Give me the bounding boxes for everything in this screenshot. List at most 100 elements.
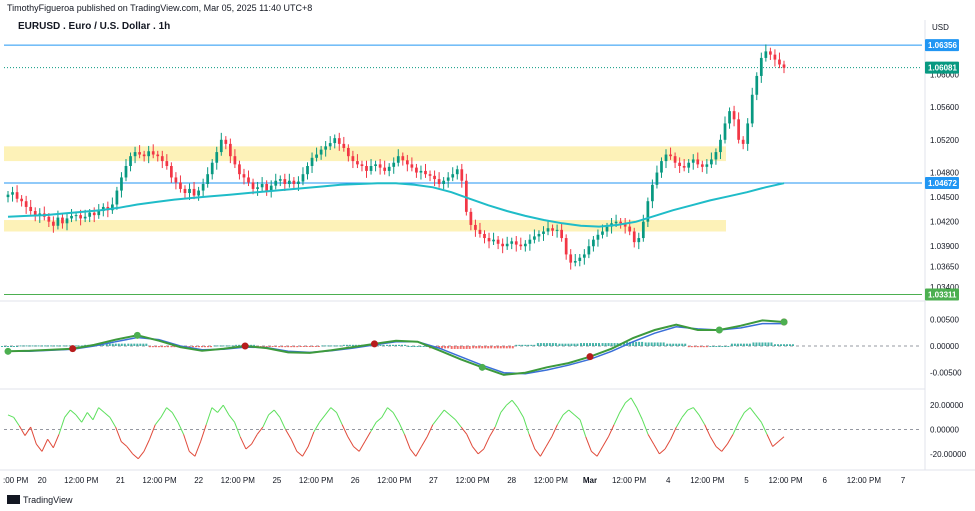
candle-body — [283, 179, 287, 185]
osc-segment — [772, 441, 779, 447]
macd-histogram-bar — [629, 341, 632, 346]
macd-histogram-bar — [201, 346, 203, 348]
candle-body — [401, 156, 405, 161]
candle-body — [151, 151, 155, 155]
macd-histogram-bar — [715, 346, 718, 347]
macd-histogram-bar — [586, 343, 588, 346]
macd-histogram-bar — [675, 343, 678, 346]
macd-histogram-bar — [31, 345, 34, 347]
osc-segment — [296, 451, 303, 457]
symbol-title[interactable]: EURUSD . Euro / U.S. Dollar . 1h — [18, 21, 170, 32]
macd-cross-marker — [4, 347, 12, 355]
osc-segment — [18, 425, 26, 436]
macd-histogram-bar — [583, 343, 585, 346]
macd-histogram-bar — [748, 343, 751, 346]
osc-segment — [392, 412, 400, 423]
time-tick-label: 12:00 PM — [299, 476, 334, 485]
macd-histogram-bar — [345, 344, 348, 346]
macd-histogram-bar — [601, 343, 604, 346]
candle-body — [360, 164, 364, 166]
macd-histogram-bar — [659, 342, 662, 346]
tradingview-logo[interactable]: TradingView — [7, 495, 73, 505]
macd-histogram-bar — [425, 346, 428, 347]
time-tick-label: 12:00 PM — [768, 476, 803, 485]
macd-histogram-bar — [401, 344, 403, 346]
price-label-text: 1.06081 — [928, 64, 957, 73]
ma-line-path — [7, 182, 785, 228]
macd-histogram-bar — [561, 343, 564, 346]
osc-segment — [285, 429, 292, 440]
price-tick-label: 1.03650 — [930, 263, 959, 272]
time-tick-label: 12:00 PM — [64, 476, 99, 485]
macd-histogram-bar — [610, 343, 613, 346]
candle-body — [542, 231, 545, 234]
publisher-line: TimothyFigueroa published on TradingView… — [7, 3, 312, 13]
macd-histogram-bar — [644, 342, 647, 346]
macd-histogram-bar — [50, 345, 53, 347]
candle-body — [537, 233, 541, 237]
price-label-badge — [925, 177, 959, 190]
osc-segment — [636, 407, 643, 420]
candle-body — [319, 149, 323, 155]
price-label-text: 1.03311 — [928, 290, 957, 299]
candle-body — [415, 167, 418, 173]
osc-segment — [443, 409, 451, 416]
candle-body — [460, 169, 464, 181]
macd-histogram-bar — [136, 343, 139, 346]
candle-body — [424, 170, 427, 175]
osc-segment — [466, 434, 473, 447]
macd-histogram-bar — [339, 345, 342, 347]
macd-histogram-bar — [336, 345, 339, 347]
candle-body — [510, 241, 514, 244]
candle-body — [569, 254, 573, 263]
macd-histogram-bar — [524, 344, 527, 346]
osc-segment — [7, 414, 14, 418]
osc-segment — [534, 448, 541, 457]
macd-histogram-bar — [493, 346, 496, 349]
macd-histogram-bar — [650, 342, 653, 346]
macd-histogram-bar — [354, 344, 357, 346]
macd-histogram-bar — [166, 346, 169, 348]
osc-segment — [370, 421, 377, 433]
macd-histogram-bar — [595, 343, 597, 346]
time-tick-label: 4 — [666, 476, 671, 485]
osc-segment — [24, 426, 32, 436]
macd-histogram-bar — [638, 341, 641, 346]
candle-body — [428, 174, 432, 176]
candle-body — [242, 174, 246, 178]
candle-body — [641, 221, 645, 239]
osc-segment — [347, 436, 354, 447]
time-tick-label: 12:00 PM — [455, 476, 490, 485]
candle-body — [256, 187, 259, 189]
macd-histogram-bar — [324, 345, 327, 347]
candle-body — [47, 216, 51, 222]
macd-histogram-bar — [114, 343, 117, 346]
candle-body — [582, 254, 586, 258]
macd-histogram-bar — [761, 342, 764, 346]
osc-segment — [653, 443, 660, 455]
candle-body — [446, 177, 450, 181]
candle-body — [224, 139, 228, 144]
candle-body — [378, 164, 382, 168]
macd-histogram-bar — [699, 346, 702, 348]
macd-histogram-bar — [222, 345, 225, 347]
macd-histogram-bar — [447, 346, 450, 349]
macd-histogram-bar — [580, 343, 582, 346]
osc-segment — [52, 434, 60, 448]
macd-histogram-bar — [499, 346, 502, 349]
macd-histogram-bar — [669, 343, 672, 346]
macd-histogram-bar — [105, 343, 108, 346]
candle-body — [664, 154, 668, 162]
macd-histogram-bar — [207, 346, 209, 348]
osc-segment — [387, 407, 394, 413]
candle-body — [551, 228, 554, 231]
candle-body — [514, 241, 518, 245]
candle-body — [755, 75, 759, 95]
macd-histogram-bar — [613, 343, 616, 346]
candle-body — [632, 231, 636, 243]
time-tick-label: 5 — [744, 476, 749, 485]
osc-segment — [81, 412, 88, 423]
macd-histogram-bar — [468, 346, 471, 349]
candle-body — [142, 154, 146, 157]
osc-segment — [517, 407, 524, 418]
